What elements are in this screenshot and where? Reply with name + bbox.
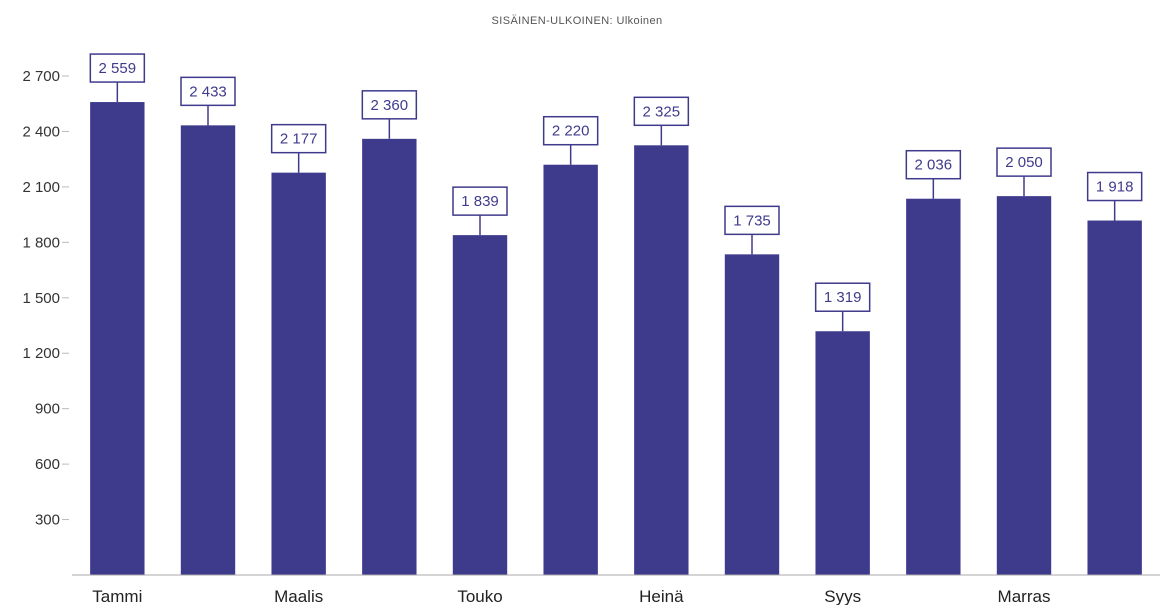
data-label: 2 360: [371, 97, 409, 114]
bar: [543, 164, 598, 575]
y-tick-label: 1 500: [22, 290, 60, 307]
bar: [180, 125, 236, 576]
x-tick-label: Syys: [824, 587, 861, 605]
y-tick-label: 1 200: [22, 345, 60, 362]
bar: [362, 138, 417, 575]
data-label: 1 319: [824, 289, 862, 306]
data-label-box: [1086, 171, 1143, 202]
data-label-box: [996, 147, 1052, 177]
bars: [90, 102, 1142, 576]
data-label: 2 220: [552, 123, 590, 140]
bar: [271, 172, 326, 575]
data-label-box: [633, 96, 690, 127]
x-tick-label: Marras: [998, 587, 1051, 605]
data-label-box: [814, 282, 871, 312]
y-tick-label: 300: [35, 512, 60, 529]
y-tick-label: 900: [35, 401, 60, 418]
x-tick-label: Maalis: [274, 587, 323, 605]
bar: [634, 145, 689, 576]
data-label-box: [905, 149, 962, 180]
x-tick-label: Tammi: [92, 587, 142, 605]
data-label: 1 735: [733, 212, 771, 229]
data-label-box: [542, 115, 599, 146]
data-label: 2 325: [643, 103, 681, 120]
data-label: 2 036: [915, 157, 953, 174]
x-tick-label: Heinä: [639, 587, 684, 605]
y-tick-label: 2 100: [22, 179, 60, 196]
bar: [906, 198, 961, 575]
chart-title: SISÄINEN-ULKOINEN: Ulkoinen: [492, 15, 663, 27]
y-tick-label: 2 700: [22, 68, 60, 85]
data-label-box: [361, 90, 418, 120]
y-tick-label: 2 400: [22, 123, 60, 140]
bar: [1087, 220, 1142, 575]
data-label: 2 433: [189, 83, 227, 100]
x-tick-label: Touko: [457, 587, 502, 605]
data-label: 2 559: [99, 60, 137, 77]
data-labels: 2 559 2 433 2 177 2 360 1 839 2 220 2 325 1 735…: [89, 53, 1143, 332]
bar: [815, 331, 870, 575]
bar: [90, 102, 145, 575]
data-label: 1 839: [461, 193, 499, 210]
data-label-box: [270, 123, 327, 154]
y-tick-label: 600: [35, 456, 60, 473]
data-label: 1 918: [1096, 179, 1134, 196]
bar: [996, 196, 1052, 575]
data-label-box: [452, 186, 508, 216]
data-label: 2 177: [280, 131, 318, 148]
y-tick-label: 1 800: [22, 234, 60, 251]
data-label-box: [724, 205, 780, 236]
data-label: 2 050: [1005, 154, 1043, 171]
bar: [724, 254, 780, 575]
bar: [452, 235, 508, 575]
y-axis: 300 600 900 1 200 1 500 1 800 2 100 2 400 2 700: [22, 68, 69, 529]
data-label-box: [89, 53, 146, 83]
data-label-box: [180, 76, 236, 107]
x-axis: Tammi Maalis Touko Heinä Syys Marras: [72, 574, 1160, 606]
